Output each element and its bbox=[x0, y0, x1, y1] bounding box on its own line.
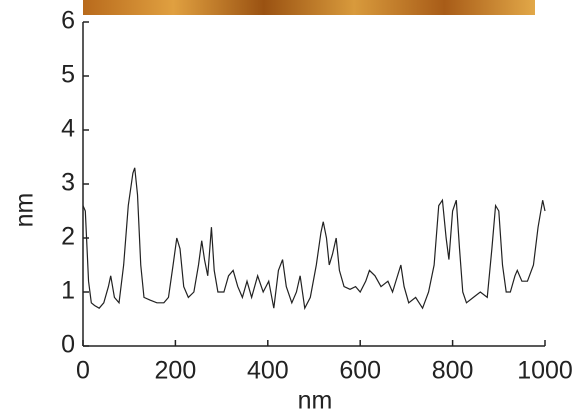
x-tick-label: 200 bbox=[155, 357, 197, 385]
y-tick-label: 3 bbox=[61, 169, 75, 197]
x-tick-label: 0 bbox=[76, 357, 90, 385]
y-tick-label: 6 bbox=[61, 7, 75, 35]
afm-image bbox=[83, 0, 535, 15]
y-tick-label: 4 bbox=[61, 115, 75, 143]
y-tick-label: 5 bbox=[61, 61, 75, 89]
profile-line bbox=[82, 167, 546, 311]
y-tick-label: 1 bbox=[61, 277, 75, 305]
x-tick-label: 400 bbox=[247, 357, 289, 385]
x-tick-label: 1000 bbox=[517, 357, 573, 385]
x-axis-label: nm bbox=[298, 387, 333, 415]
x-tick-label: 600 bbox=[339, 357, 381, 385]
y-axis-label: nm bbox=[11, 193, 39, 228]
y-tick-label: 0 bbox=[61, 331, 75, 359]
y-tick-label: 2 bbox=[61, 223, 75, 251]
x-tick-label: 800 bbox=[432, 357, 474, 385]
